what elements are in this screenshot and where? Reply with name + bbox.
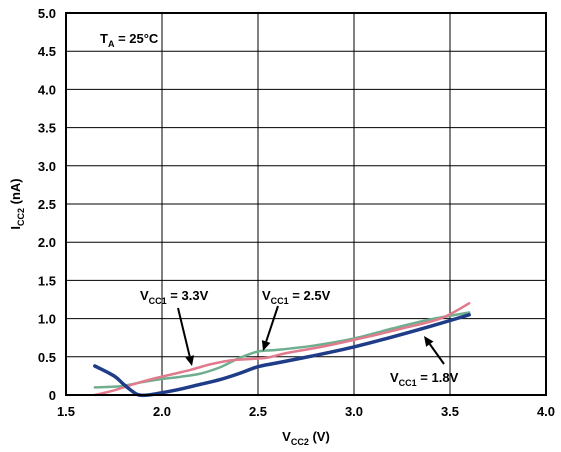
y-tick-label: 2.0	[38, 235, 56, 250]
series-label-vcc1-3v3: VCC1 = 3.3V	[140, 288, 209, 366]
x-tick-label: 3.0	[345, 404, 363, 419]
plot-frame	[65, 12, 547, 396]
y-tick-label: 0	[49, 388, 56, 403]
y-tick-label: 2.5	[38, 197, 56, 212]
y-axis-label: ICC2 (nA)	[8, 178, 26, 229]
series-line-vcc1-2v5	[93, 311, 471, 389]
x-axis-label: VCC2 (V)	[282, 429, 330, 447]
series-label-arrowhead	[261, 340, 271, 351]
series-label-vcc1-2v5: VCC1 = 2.5V	[261, 288, 331, 351]
grid-lines	[65, 12, 547, 396]
series-label-arrow	[265, 305, 279, 342]
series-label-vcc1-1v8: VCC1 = 1.8V	[390, 336, 459, 388]
y-tick-label: 3.0	[38, 159, 56, 174]
y-tick-label: 1.5	[38, 273, 56, 288]
series-label-arrow	[428, 343, 445, 365]
y-tick-label: 3.5	[38, 121, 56, 136]
x-tick-label: 4.0	[537, 404, 555, 419]
series-label-text: VCC1 = 3.3V	[140, 288, 209, 306]
x-tick-label: 2.0	[153, 404, 171, 419]
y-tick-label: 4.5	[38, 44, 56, 59]
series-label-text: VCC1 = 1.8V	[390, 370, 459, 388]
series-annotations: VCC1 = 3.3V VCC1 = 2.5V VCC1 = 1.8V	[140, 288, 459, 388]
x-tick-labels: 1.5 2.0 2.5 3.0 3.5 4.0	[57, 404, 555, 419]
y-tick-label: 5.0	[38, 6, 56, 21]
series-label-arrowhead	[185, 355, 195, 366]
x-tick-label: 2.5	[249, 404, 267, 419]
y-tick-label: 0.5	[38, 350, 56, 365]
y-tick-label: 4.0	[38, 82, 56, 97]
series-line-vcc1-1v8	[93, 313, 471, 398]
y-tick-label: 1.0	[38, 312, 56, 327]
x-tick-label: 1.5	[57, 404, 75, 419]
series-line-vcc1-3v3	[93, 302, 471, 397]
series-label-text: VCC1 = 2.5V	[262, 288, 331, 306]
series-label-arrowhead	[424, 336, 434, 347]
y-tick-labels: 0 0.5 1.0 1.5 2.0 2.5 3.0 3.5 4.0 4.5 5.0	[38, 6, 56, 403]
series-lines	[93, 302, 471, 398]
temperature-annotation: TA = 25°C	[100, 31, 159, 49]
x-tick-label: 3.5	[441, 404, 459, 419]
series-label-arrow	[177, 307, 191, 357]
